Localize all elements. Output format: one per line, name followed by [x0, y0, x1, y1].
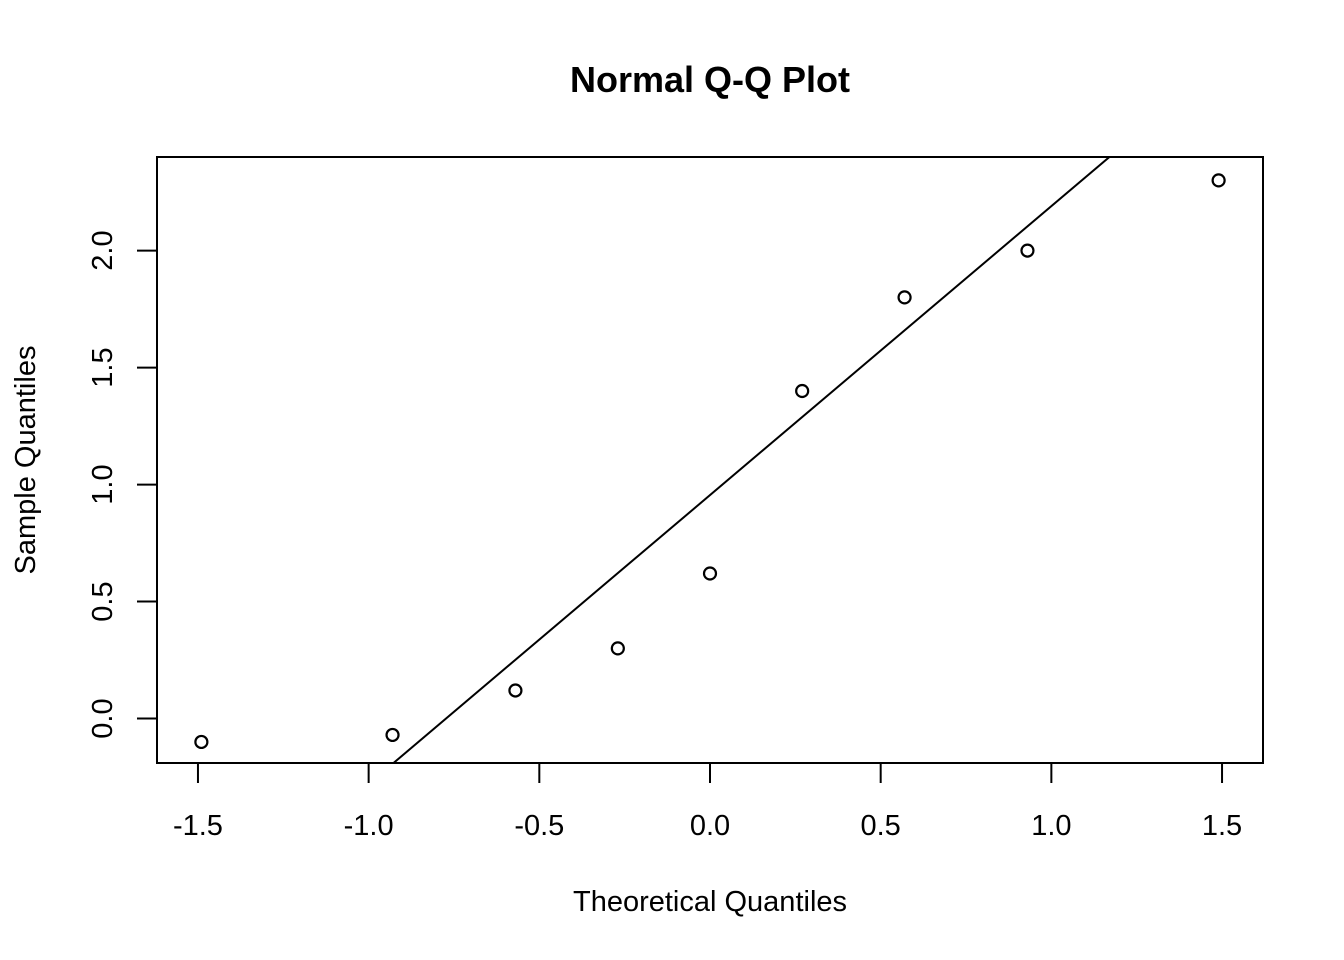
- x-tick-label: -1.5: [173, 810, 223, 842]
- data-point: [610, 641, 625, 656]
- data-point: [1020, 243, 1035, 258]
- reference-line: [391, 157, 1111, 763]
- y-tick-label: 0.5: [87, 581, 119, 621]
- y-axis: 0.0 0.5 1.0 1.5 2.0: [87, 230, 158, 739]
- x-tick-label: 1.5: [1202, 810, 1242, 842]
- chart-title: Normal Q-Q Plot: [570, 59, 850, 100]
- data-point: [385, 727, 400, 743]
- x-axis-label: Theoretical Quantiles: [573, 886, 847, 918]
- x-axis: -1.5 -1.0 -0.5 0.0 0.5 1.0 1.5: [173, 762, 1242, 842]
- data-point: [508, 683, 523, 698]
- x-tick-label: 1.0: [1031, 810, 1071, 842]
- x-tick-label: 0.5: [861, 810, 901, 842]
- y-tick-label: 1.5: [87, 347, 119, 387]
- data-point: [194, 734, 209, 750]
- y-axis-label: Sample Quantiles: [10, 346, 42, 575]
- data-points: [194, 173, 1226, 750]
- x-tick-label: -1.0: [344, 810, 394, 842]
- y-tick-label: 0.0: [87, 698, 119, 738]
- x-tick-label: 0.0: [690, 810, 730, 842]
- x-tick-label: -0.5: [514, 810, 564, 842]
- plot-area-frame: [156, 156, 1264, 764]
- data-point: [897, 290, 912, 305]
- y-tick-label: 1.0: [87, 464, 119, 504]
- y-tick-label: 2.0: [87, 230, 119, 270]
- data-point: [1211, 173, 1226, 188]
- plot-area: [194, 157, 1226, 763]
- data-point: [795, 383, 810, 399]
- data-point: [702, 566, 718, 581]
